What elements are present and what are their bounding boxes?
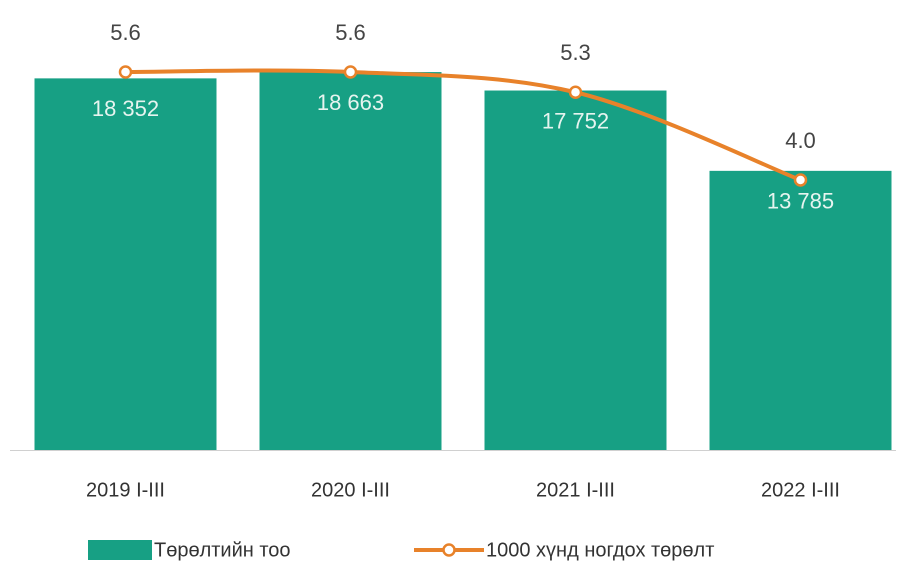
legend-label: 1000 хүнд ногдох төрөлт — [486, 539, 714, 561]
bar-value-label: 13 785 — [767, 189, 834, 214]
legend-swatch — [88, 540, 152, 560]
bar-value-label: 18 352 — [92, 96, 159, 121]
line-point — [343, 65, 358, 79]
bar-value-label: 17 752 — [542, 108, 609, 133]
line-value-label: 5.3 — [560, 40, 591, 65]
line-point — [793, 173, 808, 187]
legend-swatch-point — [442, 543, 456, 557]
line-point — [118, 65, 133, 79]
line — [125, 68, 802, 182]
line-value-label: 5.6 — [110, 20, 141, 45]
x-tick-label: 2020 I-III — [311, 479, 390, 501]
x-tick-label: 2022 I-III — [761, 479, 840, 501]
line-value-label: 5.6 — [335, 20, 366, 45]
bar — [709, 170, 892, 450]
bar-value-label: 18 663 — [317, 90, 384, 115]
x-tick-label: 2019 I-III — [86, 479, 165, 501]
x-tick-label: 2021 I-III — [536, 479, 615, 501]
line-value-label: 4.0 — [785, 128, 816, 153]
legend-label: Төрөлтийн тоо — [154, 539, 291, 561]
bar — [259, 72, 442, 450]
bar — [34, 78, 217, 450]
line-point — [568, 85, 583, 99]
bar — [484, 90, 667, 450]
